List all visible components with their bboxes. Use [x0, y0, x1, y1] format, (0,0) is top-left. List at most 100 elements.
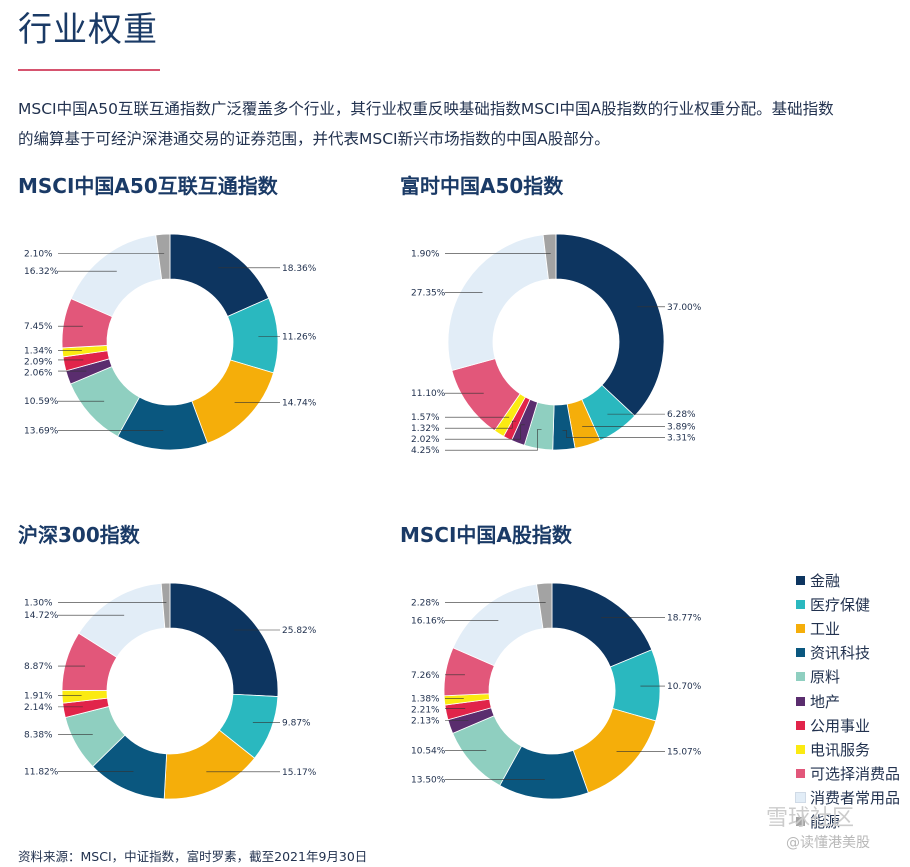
data-label: 1.90% [411, 250, 440, 260]
donut-slice-1 [555, 233, 665, 417]
leader-line [562, 430, 665, 438]
legend-label: 可选择消费品 [810, 765, 901, 784]
watermark: @读懂港美股 [786, 835, 870, 851]
data-label: 16.32% [24, 267, 59, 277]
page-title: 行业权重 [18, 10, 158, 50]
legend-swatch [796, 744, 805, 754]
legend-label: 地产 [810, 692, 841, 711]
data-label: 1.57% [411, 413, 440, 423]
chart-title-csi300: 沪深300指数 [18, 523, 140, 547]
data-label: 10.59% [24, 397, 59, 407]
data-label: 10.54% [411, 746, 446, 756]
title-divider [18, 69, 160, 71]
legend-label: 公用事业 [810, 716, 871, 735]
data-label: 27.35% [411, 289, 446, 299]
legend-label: 工业 [810, 619, 841, 638]
donut-slice-3 [572, 707, 657, 794]
leader-line [445, 424, 525, 440]
legend-swatch [795, 792, 806, 804]
data-label: 15.17% [282, 768, 317, 778]
legend: 金融 医疗保健 工业 资讯科技 原料 地产 公用事业 电讯服务 可选择消费品 消… [795, 568, 908, 834]
data-label: 3.89% [667, 423, 696, 433]
legend-swatch [796, 672, 805, 682]
leader-line [445, 420, 517, 429]
data-label: 11.10% [411, 389, 446, 399]
data-label: 1.30% [24, 599, 53, 609]
donut-slice-10 [447, 234, 549, 372]
legend-swatch [796, 575, 805, 585]
data-label: 14.74% [282, 399, 317, 409]
data-label: 2.13% [411, 717, 440, 727]
legend-item: 能源 [796, 810, 908, 834]
data-label: 1.32% [411, 424, 440, 434]
chart-title-msci-a50: MSCI中国A50互联互通指数 [18, 174, 278, 198]
data-label: 18.36% [282, 264, 317, 274]
data-label: 15.07% [667, 748, 702, 758]
legend-label: 金融 [810, 571, 841, 590]
data-label: 7.26% [411, 671, 440, 681]
data-label: 4.25% [411, 446, 440, 456]
legend-label: 电讯服务 [810, 740, 871, 759]
legend-item: 医疗保健 [796, 592, 908, 616]
legend-swatch [796, 623, 805, 633]
data-label: 18.77% [667, 613, 702, 623]
legend-swatch [796, 720, 805, 730]
legend-swatch [796, 769, 805, 779]
data-label: 11.26% [282, 332, 317, 342]
data-label: 37.00% [667, 303, 702, 313]
legend-item: 可选择消费品 [796, 762, 908, 786]
legend-label: 消费者常用品 [810, 789, 901, 808]
chart-title-ftse-a50: 富时中国A50指数 [400, 174, 564, 198]
data-label: 13.50% [411, 775, 446, 785]
legend-item: 地产 [796, 689, 908, 713]
data-label: 13.69% [24, 426, 59, 436]
legend-item: 消费者常用品 [795, 786, 908, 810]
legend-swatch [796, 817, 805, 827]
legend-item: 电讯服务 [796, 737, 908, 761]
legend-item: 金融 [796, 568, 908, 592]
data-label: 3.31% [667, 434, 696, 444]
source-note: 资料来源：MSCI，中证指数，富时罗素，截至2021年9月30日 [18, 849, 368, 864]
data-label: 16.16% [411, 617, 446, 627]
donut-slice-11 [542, 233, 557, 280]
donut-slice-11 [155, 233, 171, 280]
data-label: 11.82% [24, 768, 59, 778]
legend-item: 原料 [796, 665, 908, 689]
leader-line [445, 429, 542, 451]
data-label: 2.28% [411, 599, 440, 609]
donut-slice-1 [169, 582, 279, 697]
data-label: 6.28% [667, 410, 696, 420]
legend-item: 工业 [796, 616, 908, 640]
legend-label: 资讯科技 [810, 644, 871, 663]
data-label: 1.34% [24, 347, 53, 357]
data-label: 7.45% [24, 322, 53, 332]
intro-paragraph: MSCI中国A50互联互通指数广泛覆盖多个行业，其行业权重反映基础指数MSCI中… [18, 100, 834, 148]
data-label: 1.91% [24, 692, 53, 702]
legend-swatch [796, 599, 805, 609]
data-label: 2.02% [411, 435, 440, 445]
watermark-logo-text: 雪球社区 [766, 806, 855, 831]
donut-slice-10 [452, 583, 544, 667]
data-label: 8.87% [24, 662, 53, 672]
data-label: 10.70% [667, 682, 702, 692]
legend-swatch [796, 696, 805, 706]
data-label: 9.87% [282, 718, 311, 728]
legend-item: 公用事业 [796, 713, 908, 737]
data-label: 25.82% [282, 626, 317, 636]
donut-slice-11 [160, 582, 171, 629]
legend-label: 原料 [810, 668, 841, 687]
chart-title-msci-china-a: MSCI中国A股指数 [400, 523, 572, 547]
legend-item: 资讯科技 [796, 641, 908, 665]
legend-label: 能源 [810, 813, 841, 832]
donut-slice-1 [551, 582, 653, 668]
data-label: 2.10% [24, 250, 53, 260]
data-label: 14.72% [24, 611, 59, 621]
legend-label: 医疗保健 [810, 595, 871, 614]
data-label: 8.38% [24, 730, 53, 740]
data-label: 2.21% [411, 706, 440, 716]
data-label: 2.14% [24, 703, 53, 713]
